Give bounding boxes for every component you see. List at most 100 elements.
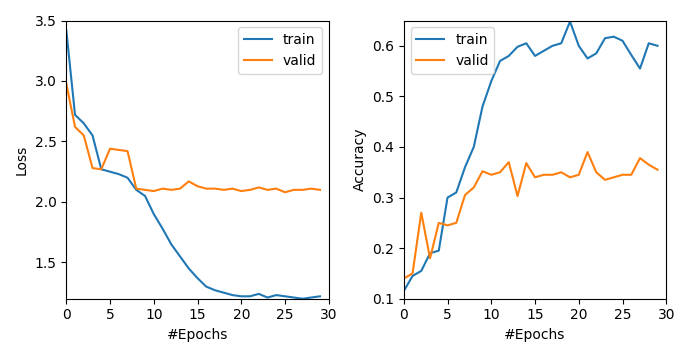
- valid: [496, 170, 504, 175]
- train: [504, 54, 513, 58]
- valid: [636, 156, 644, 160]
- valid: [281, 190, 289, 195]
- valid: [408, 271, 417, 276]
- valid: [298, 188, 306, 192]
- train: [408, 274, 417, 278]
- valid: [618, 173, 627, 177]
- Y-axis label: Accuracy: Accuracy: [353, 128, 366, 191]
- valid: [487, 173, 495, 177]
- train: [549, 44, 557, 48]
- train: [115, 172, 123, 176]
- valid: [71, 125, 79, 129]
- valid: [237, 189, 246, 193]
- train: [540, 49, 548, 53]
- train: [417, 269, 426, 273]
- valid: [653, 167, 662, 172]
- train: [478, 104, 486, 109]
- train: [644, 41, 653, 45]
- valid: [601, 178, 609, 182]
- train: [228, 293, 237, 297]
- train: [106, 170, 114, 174]
- train: [62, 28, 70, 32]
- valid: [316, 188, 324, 192]
- valid: [228, 186, 237, 191]
- valid: [79, 133, 88, 137]
- train: [618, 39, 627, 43]
- Line: valid: valid: [66, 84, 320, 192]
- train: [610, 35, 618, 39]
- valid: [592, 170, 600, 175]
- train: [307, 295, 315, 300]
- train: [487, 79, 495, 83]
- valid: [97, 167, 106, 171]
- train: [150, 212, 158, 216]
- Line: train: train: [66, 30, 320, 299]
- valid: [132, 186, 140, 191]
- Legend: train, valid: train, valid: [411, 27, 494, 74]
- train: [531, 54, 539, 58]
- valid: [426, 256, 434, 260]
- train: [219, 291, 228, 295]
- train: [246, 294, 254, 298]
- train: [272, 293, 280, 297]
- valid: [627, 173, 635, 177]
- train: [71, 113, 79, 117]
- valid: [159, 186, 167, 191]
- train: [522, 41, 531, 45]
- valid: [478, 169, 486, 174]
- train: [211, 288, 219, 292]
- valid: [202, 186, 210, 191]
- valid: [193, 184, 201, 188]
- valid: [504, 160, 513, 164]
- valid: [531, 175, 539, 180]
- valid: [211, 186, 219, 191]
- valid: [88, 166, 97, 170]
- train: [298, 297, 306, 301]
- valid: [185, 179, 193, 183]
- train: [159, 226, 167, 231]
- train: [316, 294, 324, 298]
- valid: [307, 186, 315, 191]
- train: [426, 251, 434, 255]
- valid: [176, 186, 184, 191]
- valid: [272, 186, 280, 191]
- train: [470, 145, 478, 149]
- valid: [400, 276, 408, 281]
- valid: [470, 185, 478, 190]
- Line: train: train: [404, 21, 658, 291]
- train: [97, 167, 106, 171]
- train: [601, 36, 609, 40]
- valid: [610, 175, 618, 180]
- valid: [452, 221, 460, 225]
- valid: [549, 173, 557, 177]
- train: [290, 295, 298, 300]
- valid: [167, 188, 175, 192]
- X-axis label: #Epochs: #Epochs: [167, 328, 228, 342]
- valid: [141, 188, 149, 192]
- train: [636, 66, 644, 71]
- valid: [522, 161, 531, 165]
- train: [176, 254, 184, 258]
- train: [88, 133, 97, 137]
- valid: [290, 188, 298, 192]
- valid: [583, 150, 591, 154]
- train: [193, 276, 201, 280]
- train: [592, 51, 600, 56]
- valid: [575, 173, 583, 177]
- valid: [566, 175, 574, 180]
- train: [400, 289, 408, 293]
- valid: [264, 188, 272, 192]
- valid: [106, 147, 114, 151]
- valid: [461, 193, 469, 197]
- train: [132, 188, 140, 192]
- train: [461, 165, 469, 169]
- valid: [417, 211, 426, 215]
- Line: valid: valid: [404, 152, 658, 278]
- X-axis label: #Epochs: #Epochs: [504, 328, 566, 342]
- valid: [513, 194, 522, 198]
- train: [452, 190, 460, 195]
- train: [124, 176, 132, 180]
- valid: [540, 173, 548, 177]
- Legend: train, valid: train, valid: [238, 27, 322, 74]
- train: [566, 19, 574, 24]
